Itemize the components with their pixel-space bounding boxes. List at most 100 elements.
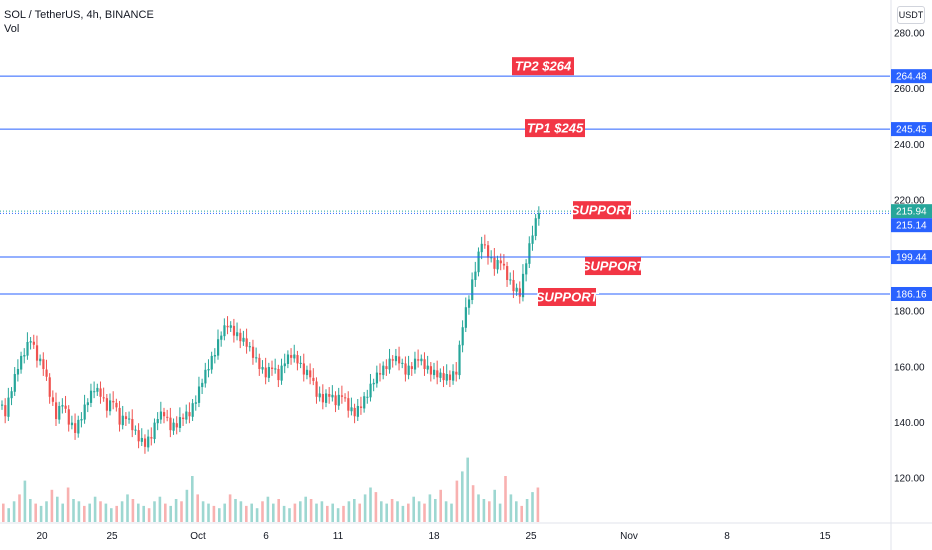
price-level-tag (891, 286, 932, 301)
volume-bar (380, 501, 383, 522)
volume-bar (261, 501, 264, 522)
candle-body (188, 412, 191, 417)
annotation-label[interactable] (573, 201, 631, 220)
candle-body (471, 279, 474, 300)
candle-body (13, 373, 16, 392)
volume-bar (158, 496, 162, 522)
candle-body (407, 365, 410, 376)
volume-bar (417, 501, 421, 522)
candle-body (423, 359, 426, 369)
candle-body (417, 359, 420, 361)
candle-body (353, 407, 356, 417)
candle-body (29, 341, 32, 343)
candle-body (401, 362, 404, 364)
prev-close-tag-text: 215.14 (896, 221, 927, 232)
candle-body (509, 279, 512, 281)
candle-body (112, 400, 115, 403)
volume-bar (455, 480, 459, 522)
candle-body (163, 412, 166, 417)
volume-bar (212, 505, 216, 522)
volume-bar (369, 487, 372, 522)
candle-body (64, 405, 67, 409)
volume-bar (336, 508, 340, 522)
candle-body (143, 438, 147, 447)
candle-body (436, 370, 439, 378)
candle-body (382, 365, 385, 376)
candle-body (464, 307, 467, 328)
symbol-title: SOL / TetherUS, 4h, BINANCE (4, 9, 154, 21)
candle-body (264, 367, 267, 378)
volume-bar (315, 503, 318, 522)
candle-body (207, 368, 210, 371)
candle-body (433, 369, 436, 376)
candle-body (391, 359, 394, 361)
candle-body (328, 394, 331, 397)
candle-body (26, 341, 29, 356)
candle-body (210, 355, 213, 370)
candle-body (496, 259, 499, 270)
volume-bar (299, 501, 302, 522)
volume-bar (29, 499, 32, 522)
candle-body (394, 355, 398, 362)
candle-body (80, 419, 83, 421)
candle-body (159, 411, 163, 420)
volume-bar (482, 499, 486, 522)
annotation-label[interactable] (538, 287, 596, 306)
candle-body (359, 406, 363, 408)
volume-bar (504, 476, 507, 522)
candle-body (58, 405, 61, 420)
candle-body (493, 257, 496, 269)
candle-body (537, 213, 541, 219)
candle-body (445, 373, 448, 381)
volume-bar (353, 499, 356, 522)
annotation-label[interactable] (585, 257, 641, 276)
candle-body (150, 437, 153, 439)
volume-bar (207, 503, 210, 522)
candle-body (185, 411, 188, 420)
volume-bar (131, 499, 135, 522)
candle-body (16, 368, 20, 375)
candle-body (334, 395, 337, 406)
candle-body (220, 335, 223, 340)
volume-bar (18, 494, 21, 522)
last-price-tag-text: 215.94 (896, 207, 927, 218)
candle-body (467, 299, 471, 308)
candle-body (461, 327, 464, 346)
candle-body (455, 371, 458, 375)
volume-bar (434, 499, 437, 522)
volume-bar (23, 480, 27, 522)
candle-body (48, 377, 51, 397)
candle-body (166, 416, 169, 418)
volume-bar (423, 503, 426, 522)
candle-body (61, 405, 64, 407)
candle-body (261, 367, 264, 370)
candle-body (201, 382, 204, 388)
volume-bar (245, 505, 248, 522)
volume-bar (147, 508, 151, 522)
volume-bar (93, 496, 97, 522)
candle-body (4, 405, 7, 417)
price-axis-tick: 180.00 (894, 307, 925, 318)
volume-bar (309, 499, 313, 522)
candle-body (337, 394, 340, 406)
currency-button[interactable]: USDT (897, 6, 925, 24)
candle-body (458, 344, 461, 376)
volume-bar (288, 508, 291, 522)
candle-body (51, 397, 55, 402)
candle-body (515, 287, 518, 292)
annotation-label[interactable] (512, 57, 574, 76)
candle-body (283, 363, 286, 367)
volume-bar (104, 503, 108, 522)
candle-body (290, 355, 293, 358)
volume-bar (471, 485, 475, 522)
candle-body (70, 422, 74, 426)
candle-body (356, 405, 359, 417)
volume-bar (223, 503, 226, 522)
candle-body (286, 354, 290, 364)
candle-body (153, 422, 156, 440)
volume-bar (142, 505, 145, 522)
annotation-label[interactable] (525, 119, 585, 138)
volume-bar (7, 508, 10, 522)
